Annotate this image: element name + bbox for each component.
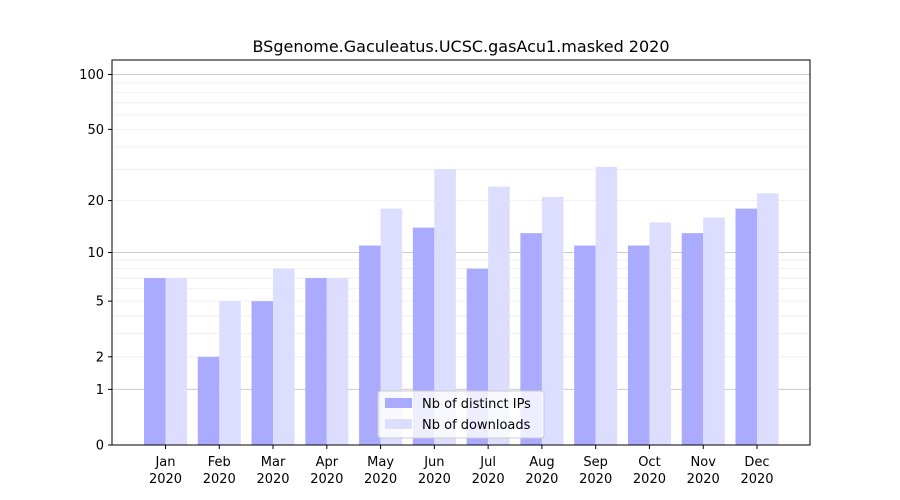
bar-distinct-ips	[305, 278, 327, 445]
bar-distinct-ips	[359, 245, 381, 445]
bar-distinct-ips	[144, 278, 166, 445]
chart-title: BSgenome.Gaculeatus.UCSC.gasAcu1.masked …	[252, 37, 669, 56]
legend-label-downloads: Nb of downloads	[422, 418, 531, 433]
legend-swatch-downloads	[385, 419, 412, 429]
bar-downloads	[541, 196, 564, 445]
legend: Nb of distinct IPs Nb of downloads	[377, 390, 545, 439]
x-tick-label-year: 2020	[203, 472, 236, 487]
bars	[144, 166, 779, 446]
bar-downloads	[757, 193, 779, 445]
y-tick-label: 100	[79, 68, 104, 83]
bar-distinct-ips	[735, 208, 757, 445]
bar-distinct-ips	[197, 356, 220, 445]
legend-frame	[377, 390, 545, 439]
x-tick-label-month: Sep	[583, 455, 608, 470]
bar-downloads	[595, 166, 618, 446]
x-tick-label-month: Jan	[154, 455, 175, 470]
x-tick-label-month: Feb	[208, 455, 231, 470]
bar-distinct-ips	[251, 301, 274, 445]
bar-downloads	[326, 278, 349, 445]
x-tick-label-year: 2020	[256, 472, 289, 487]
y-axis: 0 1 2 5 10 20 50 100	[79, 68, 112, 454]
x-tick-label-month: Nov	[691, 455, 717, 470]
bar-downloads	[434, 169, 456, 445]
x-tick-label-year: 2020	[633, 472, 666, 487]
x-tick-label-year: 2020	[579, 472, 612, 487]
x-tick-label-month: Oct	[638, 455, 660, 470]
x-tick-label-year: 2020	[364, 472, 397, 487]
x-tick-label-month: Mar	[261, 455, 286, 470]
x-tick-label-year: 2020	[418, 472, 451, 487]
x-tick-label-month: Dec	[744, 455, 769, 470]
x-tick-label-month: Jul	[479, 455, 496, 470]
bar-distinct-ips	[627, 245, 650, 445]
x-tick-label-month: Apr	[316, 455, 339, 470]
legend-swatch-ips	[385, 398, 412, 408]
y-tick-label: 1	[96, 383, 104, 398]
bar-downloads	[488, 186, 510, 445]
x-tick-label-month: Aug	[529, 455, 554, 470]
y-tick-label: 10	[87, 246, 104, 261]
y-tick-label: 2	[96, 350, 104, 365]
bar-downloads	[165, 278, 187, 445]
bar-downloads	[649, 222, 671, 445]
x-tick-label-year: 2020	[149, 472, 182, 487]
y-tick-label: 20	[87, 194, 104, 209]
bar-downloads	[219, 301, 241, 445]
bar-downloads	[703, 217, 725, 445]
y-tick-label: 5	[96, 295, 104, 310]
y-tick-label: 50	[87, 123, 104, 138]
x-tick-label-year: 2020	[740, 472, 773, 487]
x-tick-label-year: 2020	[687, 472, 720, 487]
x-tick-label-month: Jun	[423, 455, 444, 470]
bar-distinct-ips	[574, 245, 596, 445]
x-tick-label-month: May	[367, 455, 394, 470]
bar-downloads	[273, 268, 295, 445]
x-axis: Jan 2020 Feb 2020 Mar 2020 Apr 2020 May 2020 Jun 20…	[149, 445, 774, 487]
bar-distinct-ips	[681, 233, 704, 445]
bar-downloads	[380, 208, 403, 445]
y-tick-label: 0	[96, 439, 104, 454]
x-tick-label-year: 2020	[472, 472, 505, 487]
x-tick-label-year: 2020	[525, 472, 558, 487]
legend-label-ips: Nb of distinct IPs	[422, 397, 531, 412]
x-tick-label-year: 2020	[310, 472, 343, 487]
